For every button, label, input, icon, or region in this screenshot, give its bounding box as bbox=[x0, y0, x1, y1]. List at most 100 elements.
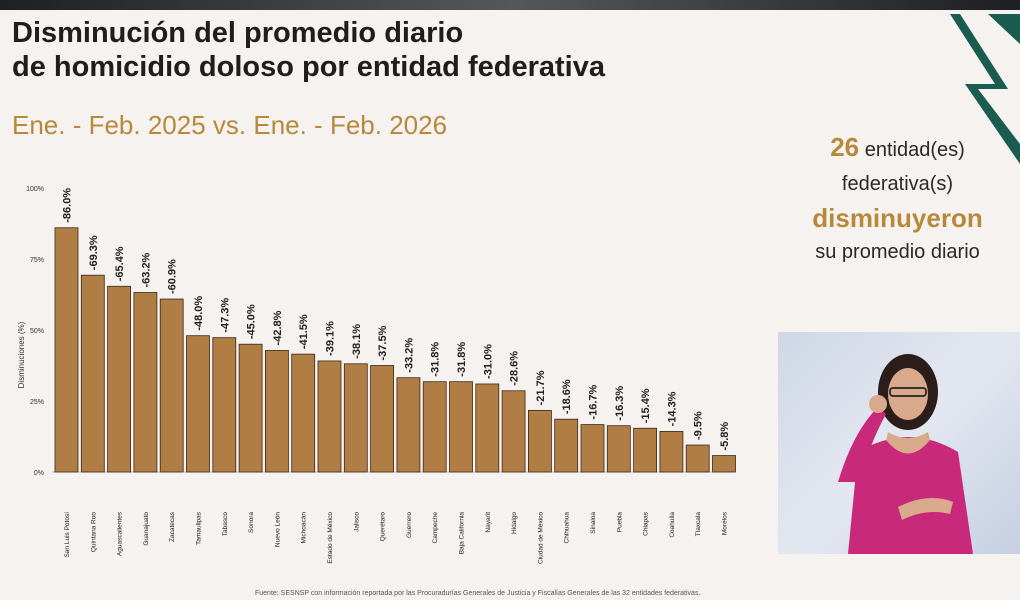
data-label: -60.9% bbox=[167, 259, 179, 294]
bar bbox=[343, 363, 368, 473]
data-label: -42.8% bbox=[272, 310, 284, 345]
data-label: -28.6% bbox=[509, 351, 521, 386]
bar bbox=[712, 455, 736, 473]
category-label: Baja California bbox=[459, 512, 466, 555]
data-label: -16.7% bbox=[588, 384, 600, 419]
bars-group: -86.0% San Luis Potosí -69.3% Quintana Roo -… bbox=[54, 188, 736, 564]
data-label: -5.8% bbox=[719, 422, 731, 451]
page-title: Disminución del promedio diario de homic… bbox=[12, 16, 772, 84]
data-label: -65.4% bbox=[114, 246, 126, 281]
bar bbox=[633, 427, 657, 473]
bar bbox=[238, 343, 263, 473]
summary-text-4: su promedio diario bbox=[815, 241, 980, 263]
category-label: Tamaulipas bbox=[196, 511, 203, 545]
category-label: Querétaro bbox=[380, 512, 387, 542]
data-label: -86.0% bbox=[62, 188, 74, 223]
y-tick-label: 50% bbox=[30, 328, 44, 335]
bar bbox=[606, 425, 631, 473]
category-label: Tabasco bbox=[222, 512, 229, 537]
data-label: -16.3% bbox=[614, 386, 626, 421]
bar bbox=[107, 285, 131, 473]
bar bbox=[264, 350, 289, 473]
bar bbox=[554, 418, 579, 473]
title-line-1: Disminución del promedio diario bbox=[12, 17, 464, 49]
category-label: Guanajuato bbox=[143, 512, 150, 546]
bar bbox=[212, 337, 237, 473]
category-label: Jalisco bbox=[353, 512, 360, 532]
data-label: -45.0% bbox=[246, 304, 258, 339]
bar bbox=[422, 381, 447, 473]
screen-bezel bbox=[0, 0, 1020, 10]
category-label: Puebla bbox=[616, 512, 623, 533]
bar bbox=[659, 430, 684, 473]
category-label: Aguascalientes bbox=[117, 511, 124, 556]
summary-text-2: federativa(s) bbox=[841, 173, 954, 195]
bar bbox=[370, 365, 395, 473]
bar bbox=[685, 444, 710, 473]
summary-panel: 26 entidad(es) federativa(s) disminuyero… bbox=[780, 130, 1015, 269]
brand-logo-icon bbox=[900, 14, 1020, 164]
y-tick-label: 75% bbox=[30, 257, 44, 264]
bar bbox=[186, 335, 210, 473]
data-label: -63.2% bbox=[140, 252, 152, 287]
page-subtitle: Ene. - Feb. 2025 vs. Ene. - Feb. 2026 bbox=[12, 110, 448, 140]
data-label: -39.1% bbox=[325, 321, 337, 356]
y-tick-label: 25% bbox=[30, 399, 44, 406]
bar bbox=[159, 298, 184, 473]
source-footnote: Fuente: SESNSP con información reportada… bbox=[255, 590, 701, 597]
category-label: Morelos bbox=[722, 511, 729, 535]
bar bbox=[291, 353, 316, 473]
bar bbox=[501, 390, 526, 473]
data-label: -41.5% bbox=[298, 314, 310, 349]
data-label: -15.4% bbox=[640, 388, 652, 423]
category-label: Chiapas bbox=[643, 511, 650, 536]
y-tick-label: 0% bbox=[34, 470, 44, 477]
data-label: -47.3% bbox=[219, 298, 231, 333]
y-axis-label: Disminuciones (%) bbox=[17, 321, 26, 388]
category-label: Coahuila bbox=[669, 512, 676, 538]
category-label: Estado de México bbox=[327, 512, 334, 564]
data-label: -18.6% bbox=[561, 379, 573, 414]
data-label: -33.2% bbox=[403, 338, 415, 373]
category-label: Nuevo León bbox=[274, 512, 281, 547]
bar bbox=[54, 227, 79, 473]
data-label: -37.5% bbox=[377, 325, 389, 360]
bar bbox=[317, 360, 342, 473]
data-label: -48.0% bbox=[193, 296, 205, 331]
title-line-2: de homicidio doloso por entidad federati… bbox=[12, 51, 605, 83]
bar-chart: 0% 25% 50% 75% 100% -86.0% San Luis Potosí -69… bbox=[17, 186, 736, 564]
data-label: -31.8% bbox=[456, 342, 468, 377]
category-label: Quintana Roo bbox=[90, 512, 97, 552]
summary-text-1: entidad(es) bbox=[864, 139, 965, 161]
category-label: Ciudad de México bbox=[537, 512, 544, 564]
category-label: Campeche bbox=[432, 512, 439, 544]
data-label: -38.1% bbox=[351, 324, 363, 359]
category-label: Guerrero bbox=[406, 512, 413, 538]
category-label: Chihuahua bbox=[564, 512, 571, 544]
bar bbox=[580, 424, 605, 473]
bar bbox=[449, 381, 473, 473]
category-label: San Luis Potosí bbox=[64, 512, 71, 558]
data-label: -9.5% bbox=[693, 411, 705, 440]
summary-highlight: disminuyeron bbox=[812, 203, 983, 233]
bar bbox=[80, 274, 105, 473]
sign-language-interpreter-video bbox=[778, 332, 1020, 554]
data-label: -14.3% bbox=[666, 391, 678, 426]
data-label: -31.8% bbox=[430, 342, 442, 377]
summary-count: 26 bbox=[830, 132, 860, 162]
category-label: Michoacán bbox=[301, 512, 308, 544]
category-label: Sinaloa bbox=[590, 512, 597, 534]
y-tick-label: 100% bbox=[26, 186, 44, 193]
bar bbox=[133, 292, 158, 473]
bar bbox=[396, 377, 421, 473]
bar bbox=[475, 383, 500, 473]
category-label: Sonora bbox=[248, 512, 255, 533]
category-label: Hidalgo bbox=[511, 512, 518, 534]
category-label: Tlaxcala bbox=[695, 512, 702, 537]
data-label: -69.3% bbox=[88, 235, 100, 270]
bar bbox=[528, 409, 552, 473]
category-label: Nayarit bbox=[485, 512, 492, 533]
data-label: -21.7% bbox=[535, 370, 547, 405]
interpreter-figure-icon bbox=[838, 354, 973, 554]
